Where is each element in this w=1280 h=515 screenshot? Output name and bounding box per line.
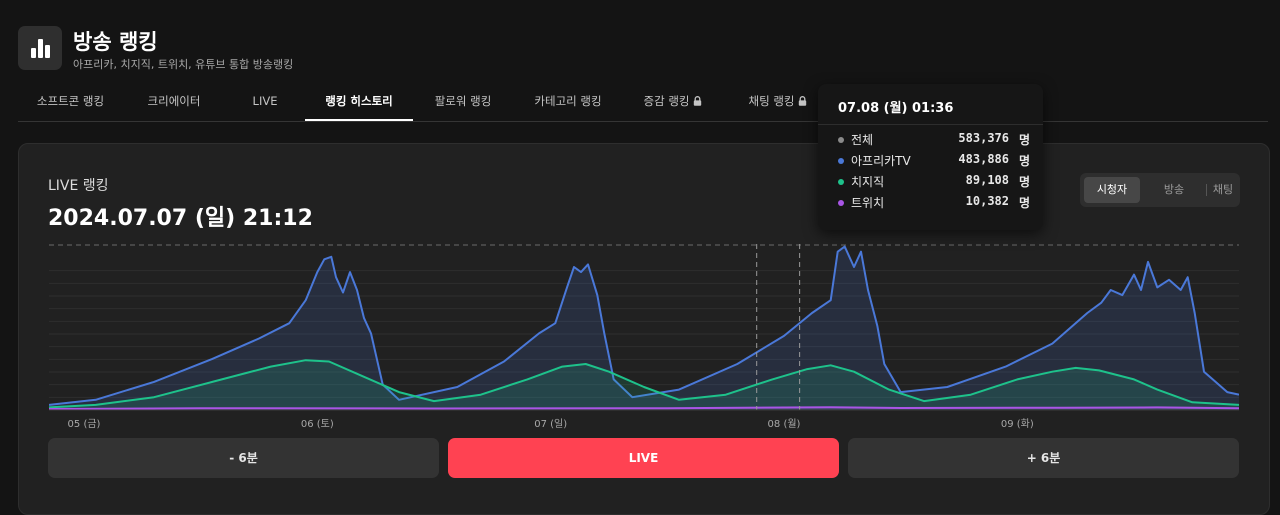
series-value: 583,376 [958,131,1009,145]
bar-chart-icon [31,39,50,58]
series-name: 치지직 [851,175,885,189]
app-logo [18,26,62,70]
toggle-broadcasts[interactable]: 방송 [1163,183,1185,196]
app-title: 방송 랭킹 [73,30,158,54]
series-unit: 명 [1018,175,1030,189]
tab-change-ranking[interactable]: 증감 랭킹 [623,86,723,120]
series-name: 트위치 [851,196,885,210]
tab-ranking-history[interactable]: 랭킹 히스토리 [305,86,413,121]
tab-live[interactable]: LIVE [252,94,278,108]
x-tick-label: 05 (금) [68,418,101,430]
live-button[interactable]: LIVE [448,438,839,478]
series-dot [838,200,844,206]
series-line-twitch [49,406,1239,410]
viewer-area-chart[interactable]: 05 (금) 06 (토) 07 (일) 08 (월) 09 (화) [49,234,1239,434]
next-6min-button[interactable]: + 6분 [848,438,1239,478]
lock-icon [799,96,807,106]
tooltip-row-total: 전체 583,376 명 [838,130,1030,150]
series-value: 483,886 [958,152,1009,166]
series-value: 89,108 [965,173,1009,187]
series-line-afreecatv [49,245,1239,406]
tooltip-row-chzzk: 치지직 89,108 명 [838,172,1030,192]
tab-category-ranking[interactable]: 카테고리 랭킹 [534,94,602,108]
series-name: 아프리카TV [851,154,911,168]
series-dot [838,158,844,164]
tooltip-row-afreecatv: 아프리카TV 483,886 명 [838,151,1030,171]
tab-follower-ranking[interactable]: 팔로워 랭킹 [434,94,492,108]
x-tick-label: 08 (월) [768,418,801,430]
tooltip-time: 07.08 (월) 01:36 [838,101,954,116]
main-tabs: 소프트콘 랭킹 크리에이터 LIVE 랭킹 히스토리 팔로워 랭킹 카테고리 랭… [18,86,1268,122]
toggle-chat[interactable]: 채팅 [1212,183,1234,196]
series-dot [838,137,844,143]
tab-creator[interactable]: 크리에이터 [147,94,201,108]
series-name: 전체 [851,133,874,147]
live-ranking-card: LIVE 랭킹 2024.07.07 (일) 21:12 시청자 방송 채팅 0… [18,143,1270,515]
metric-toggle: 시청자 방송 채팅 [1080,173,1240,207]
x-tick-label: 06 (토) [301,419,334,430]
series-line-chzzk [49,359,1239,409]
x-tick-label: 09 (화) [1001,418,1034,430]
series-unit: 명 [1018,133,1030,147]
x-tick-label: 07 (일) [534,418,567,430]
current-datetime: 2024.07.07 (일) 21:12 [48,206,313,231]
toggle-viewers[interactable]: 시청자 [1084,177,1140,203]
lock-icon [694,96,702,106]
app-subtitle: 아프리카, 치지직, 트위치, 유튜브 통합 방송랭킹 [73,58,294,71]
tab-chat-ranking[interactable]: 채팅 랭킹 [723,86,833,120]
series-dot [838,179,844,185]
toggle-divider [1206,184,1207,196]
card-label: LIVE 랭킹 [48,178,109,194]
series-unit: 명 [1018,154,1030,168]
series-area-chzzk [49,360,1239,410]
tooltip-divider [818,124,1043,125]
tooltip-row-twitch: 트위치 10,382 명 [838,193,1030,213]
prev-6min-button[interactable]: - 6분 [48,438,439,478]
chart-tooltip: 07.08 (월) 01:36 전체 583,376 명 아프리카TV 483,… [818,84,1043,230]
series-value: 10,382 [965,194,1009,208]
tab-softcon-ranking[interactable]: 소프트콘 랭킹 [36,94,105,108]
series-unit: 명 [1018,196,1030,210]
